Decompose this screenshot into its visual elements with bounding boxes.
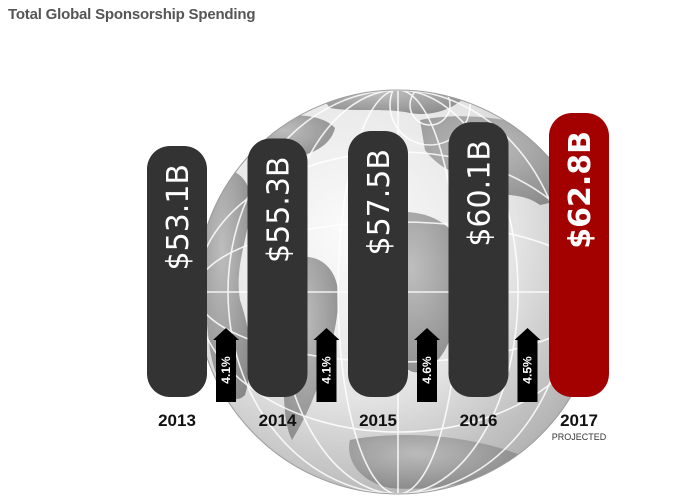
bar-value-label: $62.8B	[563, 131, 598, 249]
bar-value-label: $55.3B	[262, 157, 297, 263]
category-labels-layer: 2013 2014 2015 2016 2017 PROJECTED	[158, 411, 607, 442]
growth-rate-label: 4.1%	[219, 356, 233, 384]
projected-label: PROJECTED	[552, 432, 607, 442]
growth-arrows-layer: 4.1% 4.1% 4.6% 4.5%	[213, 328, 541, 402]
bar-value-label: $60.1B	[463, 140, 498, 246]
growth-arrow-icon	[313, 328, 340, 402]
year-label: 2013	[158, 411, 196, 430]
bar-value-label: $53.1B	[161, 164, 196, 270]
growth-arrow-icon	[213, 328, 239, 402]
year-label: 2014	[259, 411, 297, 430]
year-label: 2015	[359, 411, 397, 430]
bar-value-label: $57.5B	[362, 149, 397, 255]
bar-2015	[348, 131, 408, 397]
growth-rate-label: 4.1%	[320, 356, 334, 384]
bar-2013	[147, 146, 207, 397]
chart-title: Total Global Sponsorship Spending	[8, 6, 256, 23]
year-label: 2016	[460, 411, 498, 430]
year-label: 2017	[560, 411, 598, 430]
bar-2017	[549, 113, 609, 397]
bars-layer: $53.1B $55.3B $57.5B $60.1B $62.8B	[147, 113, 609, 398]
growth-rate-label: 4.6%	[420, 356, 434, 384]
growth-arrow-icon	[514, 328, 541, 402]
growth-rate-label: 4.5%	[521, 356, 535, 384]
growth-arrow-icon	[414, 328, 440, 402]
bar-2016	[448, 122, 509, 397]
bar-2014	[247, 138, 308, 398]
